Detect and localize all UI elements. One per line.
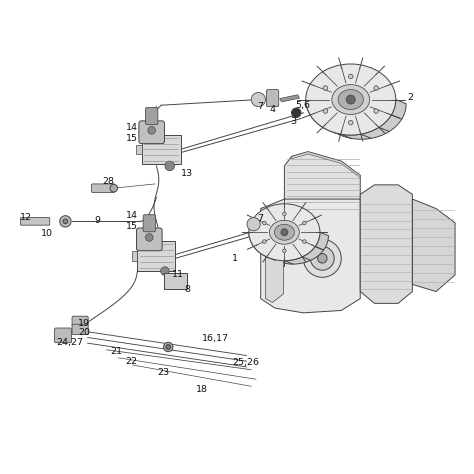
Ellipse shape	[249, 204, 320, 261]
Circle shape	[323, 109, 328, 113]
Text: 2: 2	[407, 93, 413, 101]
Text: 3: 3	[290, 117, 296, 126]
FancyBboxPatch shape	[137, 241, 175, 271]
Ellipse shape	[306, 64, 396, 135]
Circle shape	[348, 74, 353, 79]
Circle shape	[263, 221, 266, 225]
Text: 18: 18	[195, 385, 208, 394]
Text: 23: 23	[157, 368, 170, 376]
Text: 10: 10	[40, 229, 53, 237]
Text: 9: 9	[94, 216, 100, 225]
Polygon shape	[261, 199, 360, 313]
Circle shape	[164, 342, 173, 352]
Text: 15: 15	[126, 222, 138, 230]
FancyBboxPatch shape	[132, 251, 137, 261]
Polygon shape	[280, 95, 300, 102]
Circle shape	[374, 109, 378, 113]
Circle shape	[283, 249, 286, 253]
Text: 4: 4	[270, 105, 275, 113]
Polygon shape	[306, 100, 406, 139]
Circle shape	[60, 216, 71, 227]
Text: 11: 11	[172, 271, 184, 279]
Circle shape	[161, 267, 169, 275]
Text: 25,26: 25,26	[232, 358, 259, 367]
FancyBboxPatch shape	[55, 328, 72, 343]
Text: 15: 15	[126, 134, 138, 143]
Polygon shape	[292, 152, 360, 178]
Text: 12: 12	[20, 213, 32, 222]
FancyBboxPatch shape	[136, 145, 142, 154]
FancyBboxPatch shape	[164, 273, 187, 289]
FancyBboxPatch shape	[146, 108, 158, 125]
Text: 24,27: 24,27	[57, 338, 83, 346]
FancyBboxPatch shape	[266, 90, 279, 107]
FancyBboxPatch shape	[91, 184, 115, 192]
Circle shape	[251, 92, 265, 107]
Circle shape	[346, 95, 355, 104]
Polygon shape	[284, 152, 360, 210]
Text: 1: 1	[232, 254, 237, 263]
Circle shape	[310, 246, 334, 270]
FancyBboxPatch shape	[137, 228, 162, 251]
Ellipse shape	[274, 224, 294, 240]
Circle shape	[165, 161, 174, 171]
Circle shape	[292, 108, 301, 118]
Circle shape	[166, 345, 171, 349]
Text: 7: 7	[257, 214, 263, 222]
Circle shape	[148, 127, 155, 134]
Ellipse shape	[269, 220, 299, 244]
Circle shape	[263, 240, 266, 243]
Circle shape	[283, 212, 286, 216]
Circle shape	[374, 86, 378, 90]
Text: 28: 28	[102, 177, 114, 185]
Ellipse shape	[338, 90, 364, 109]
FancyBboxPatch shape	[72, 316, 88, 327]
Circle shape	[281, 229, 288, 236]
Circle shape	[247, 218, 260, 231]
FancyBboxPatch shape	[139, 121, 164, 144]
Text: 13: 13	[181, 169, 193, 177]
Text: 22: 22	[126, 357, 138, 365]
FancyBboxPatch shape	[143, 215, 155, 232]
Circle shape	[318, 254, 327, 263]
Ellipse shape	[332, 84, 370, 114]
Text: 14: 14	[126, 124, 138, 132]
Circle shape	[348, 120, 353, 125]
Text: 7: 7	[257, 102, 263, 111]
Circle shape	[302, 221, 306, 225]
Text: 19: 19	[78, 319, 91, 328]
Circle shape	[303, 239, 341, 277]
Circle shape	[323, 86, 328, 90]
Text: 20: 20	[78, 328, 91, 337]
Text: 14: 14	[126, 211, 138, 220]
Circle shape	[146, 234, 153, 241]
Polygon shape	[360, 185, 412, 303]
Polygon shape	[412, 199, 455, 292]
Circle shape	[110, 184, 118, 192]
Text: 8: 8	[184, 285, 190, 293]
Text: 16,17: 16,17	[202, 335, 229, 343]
FancyBboxPatch shape	[72, 324, 88, 335]
Text: 21: 21	[110, 347, 122, 356]
Polygon shape	[265, 210, 283, 302]
FancyBboxPatch shape	[20, 218, 50, 225]
Circle shape	[63, 219, 68, 224]
Polygon shape	[249, 232, 328, 264]
FancyBboxPatch shape	[142, 135, 181, 164]
Circle shape	[302, 240, 306, 243]
Text: 5,6: 5,6	[295, 101, 310, 109]
